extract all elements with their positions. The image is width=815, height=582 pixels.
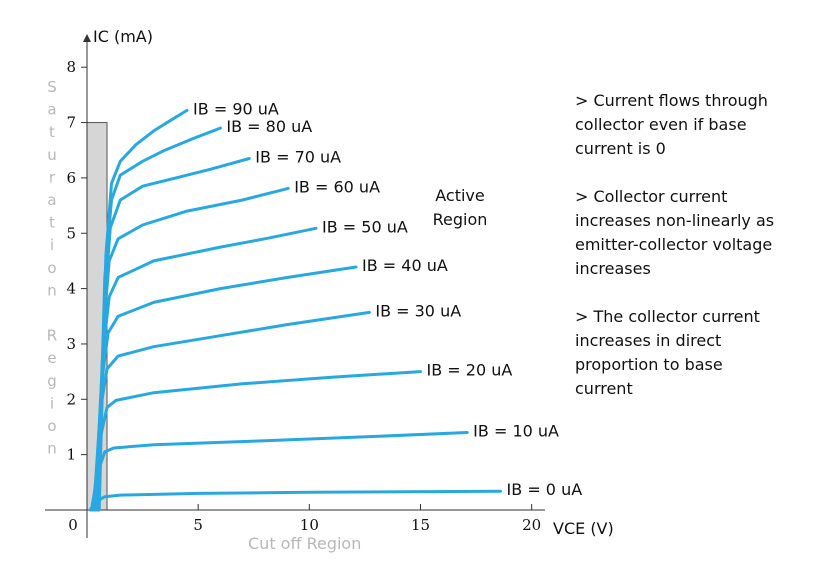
- saturation-label: Saturation Region: [43, 78, 61, 463]
- curve: [95, 186, 290, 512]
- x-tick-label: 0: [68, 516, 78, 534]
- curve-label: IB = 80 uA: [226, 117, 312, 136]
- curve-label: IB = 50 uA: [322, 217, 408, 236]
- curve-label: IB = 20 uA: [426, 361, 512, 380]
- notes: > Current flows through collector even i…: [575, 89, 780, 425]
- curve: [89, 431, 469, 512]
- curve-label: IB = 70 uA: [255, 148, 341, 167]
- y-tick-label: 5: [66, 224, 76, 242]
- y-tick-label: 1: [66, 446, 76, 464]
- y-tick-label: 6: [66, 169, 76, 187]
- note: > Current flows through collector even i…: [575, 91, 768, 158]
- y-tick-label: 4: [66, 280, 76, 298]
- curve: [88, 489, 502, 512]
- curve: [97, 108, 189, 512]
- curve: [92, 310, 371, 512]
- curve-label: IB = 60 uA: [294, 177, 380, 196]
- y-axis-label: IC (mA): [93, 27, 153, 46]
- y-tick-label: 3: [66, 335, 76, 353]
- y-tick-label: 2: [66, 390, 76, 408]
- x-tick-label: 15: [411, 516, 430, 534]
- note: > Collector current increases non-linear…: [575, 187, 775, 278]
- curve-label: IB = 0 uA: [507, 480, 583, 499]
- note: > The collector current increases in dir…: [575, 307, 760, 398]
- curve-label: IB = 90 uA: [193, 99, 279, 118]
- curve-label: IB = 10 uA: [473, 422, 559, 441]
- y-axis-arrow: [83, 34, 91, 42]
- curve: [94, 226, 318, 512]
- active-region-label: Active Region: [432, 186, 488, 229]
- x-tick-label: 5: [193, 516, 203, 534]
- cutoff-region-label: Cut off Region: [248, 534, 362, 553]
- curve-label: IB = 30 uA: [375, 301, 461, 320]
- x-tick-label: 10: [300, 516, 319, 534]
- x-axis-label: VCE (V): [553, 519, 614, 538]
- y-tick-label: 8: [66, 58, 76, 76]
- curve-label: IB = 40 uA: [362, 256, 448, 275]
- y-tick-label: 7: [66, 114, 76, 132]
- x-tick-label: 20: [522, 516, 541, 534]
- curve: [93, 265, 358, 512]
